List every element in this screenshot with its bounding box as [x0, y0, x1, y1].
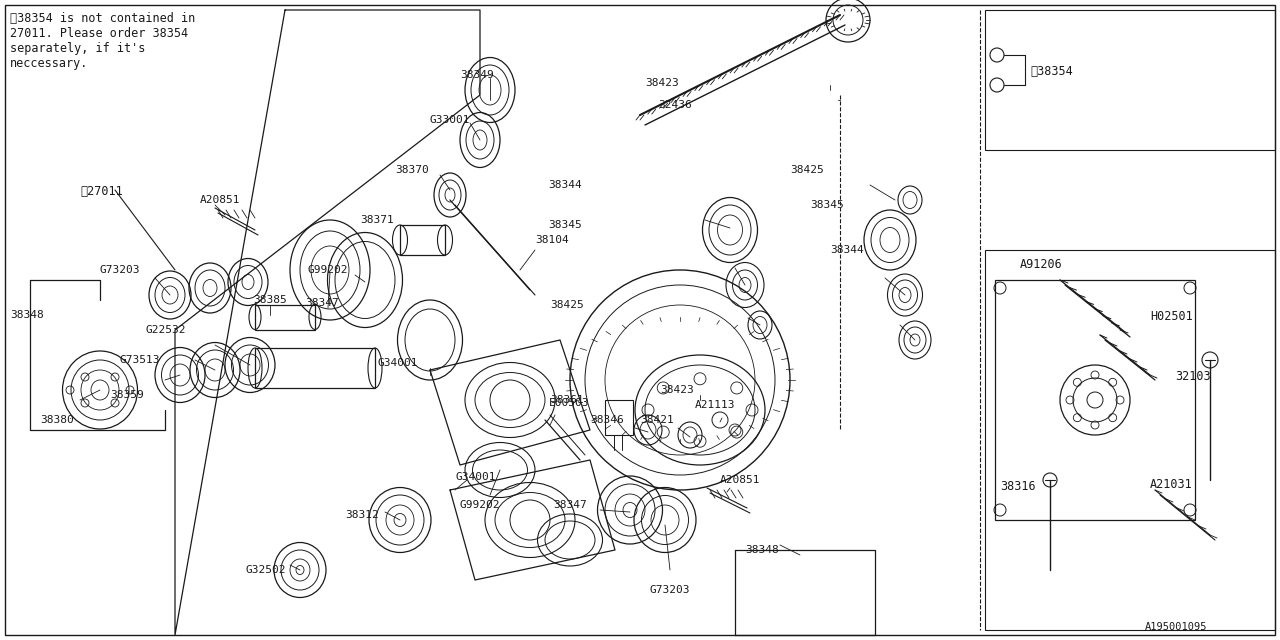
Text: H02501: H02501 [1149, 310, 1193, 323]
Text: 38348: 38348 [745, 545, 778, 555]
Bar [399, 225, 445, 255]
Bar [995, 280, 1196, 520]
Text: 38371: 38371 [360, 215, 394, 225]
Text: 38423: 38423 [645, 78, 678, 88]
Text: 38347: 38347 [553, 500, 586, 510]
Text: 38349: 38349 [460, 70, 494, 80]
Text: 38345: 38345 [810, 200, 844, 210]
Text: 38370: 38370 [396, 165, 429, 175]
Text: 38344: 38344 [548, 180, 581, 190]
Text: 38104: 38104 [535, 235, 568, 245]
Text: 38316: 38316 [1000, 480, 1036, 493]
Text: ※38354: ※38354 [1030, 65, 1073, 78]
Text: ※27011: ※27011 [79, 185, 123, 198]
Text: A91206: A91206 [1020, 258, 1062, 271]
Text: A21113: A21113 [695, 400, 736, 410]
Text: 38344: 38344 [829, 245, 864, 255]
Text: 38361: 38361 [550, 395, 584, 405]
Text: A21031: A21031 [1149, 478, 1193, 491]
Text: G34001: G34001 [378, 358, 419, 368]
Bar [605, 400, 634, 435]
Text: 38345: 38345 [548, 220, 581, 230]
Text: 38348: 38348 [10, 310, 44, 320]
Text: A195001095: A195001095 [1146, 622, 1207, 632]
Bar [986, 10, 1275, 150]
Text: 38346: 38346 [590, 415, 623, 425]
Text: 38385: 38385 [253, 295, 287, 305]
Text: 38380: 38380 [40, 415, 74, 425]
Text: G34001: G34001 [454, 472, 495, 482]
Bar [255, 348, 375, 388]
Text: 38347: 38347 [305, 298, 339, 308]
Text: 38423: 38423 [660, 385, 694, 395]
Text: 38312: 38312 [346, 510, 379, 520]
Text: 38421: 38421 [640, 415, 673, 425]
Text: G99202: G99202 [460, 500, 500, 510]
Bar [986, 250, 1275, 630]
Text: G33001: G33001 [430, 115, 471, 125]
Text: G32502: G32502 [244, 565, 285, 575]
Bar [255, 305, 315, 330]
Text: G73203: G73203 [650, 585, 690, 595]
Text: 38425: 38425 [550, 300, 584, 310]
Text: A20851: A20851 [200, 195, 241, 205]
Text: 32103: 32103 [1175, 370, 1211, 383]
Text: G73203: G73203 [100, 265, 141, 275]
Text: G73513: G73513 [120, 355, 160, 365]
Text: ※38354 is not contained in
27011. Please order 38354
separately, if it's
neccess: ※38354 is not contained in 27011. Please… [10, 12, 196, 70]
Text: A20851: A20851 [719, 475, 760, 485]
Text: 32436: 32436 [658, 100, 691, 110]
Text: 38425: 38425 [790, 165, 824, 175]
Text: 38359: 38359 [110, 390, 143, 400]
Text: G22532: G22532 [145, 325, 186, 335]
Text: E00503: E00503 [549, 398, 590, 408]
Text: G99202: G99202 [308, 265, 348, 275]
